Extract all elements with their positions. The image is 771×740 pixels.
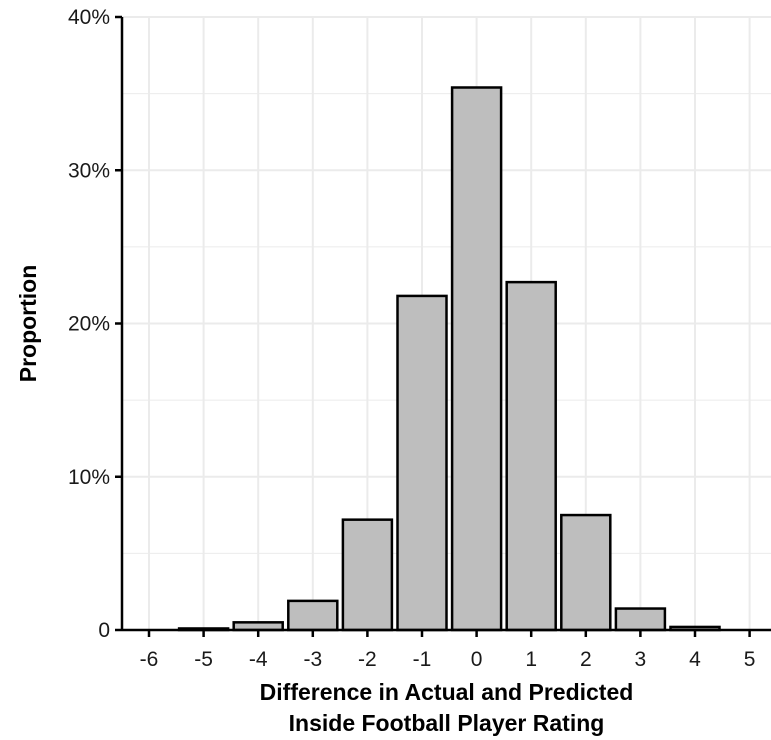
x-tick-label: 0 (471, 648, 483, 671)
x-axis-title-line-1: Difference in Actual and Predicted (260, 679, 634, 705)
bar-0 (452, 87, 501, 630)
x-tick-label: -4 (249, 648, 268, 671)
y-ticks: 0 10% 20% 30% 40% (68, 6, 122, 642)
x-tick-label: -3 (303, 648, 322, 671)
y-tick-label: 0 (98, 619, 110, 642)
x-tick-label: 2 (580, 648, 592, 671)
x-tick-label: 3 (635, 648, 647, 671)
bars (179, 87, 719, 630)
x-tick-label: 5 (744, 648, 756, 671)
y-axis-title: Proportion (15, 265, 41, 383)
x-tick-label: -2 (358, 648, 377, 671)
x-tick-label: 4 (689, 648, 701, 671)
bar-3 (616, 609, 665, 630)
bar--1 (398, 296, 447, 630)
bar-1 (507, 282, 556, 630)
x-ticks: -6 -5 -4 -3 -2 -1 0 1 2 3 4 5 (140, 630, 756, 671)
x-tick-label: -5 (194, 648, 213, 671)
x-tick-label: 1 (525, 648, 537, 671)
bar--3 (288, 601, 337, 630)
y-tick-label: 10% (68, 466, 110, 489)
bar-2 (561, 515, 610, 630)
y-tick-label: 30% (68, 159, 110, 182)
bar--2 (343, 520, 392, 630)
y-tick-label: 20% (68, 313, 110, 336)
y-tick-label: 40% (68, 6, 110, 29)
x-tick-label: -6 (140, 648, 159, 671)
x-tick-label: -1 (413, 648, 432, 671)
x-axis-title-line-2: Inside Football Player Rating (289, 710, 605, 736)
